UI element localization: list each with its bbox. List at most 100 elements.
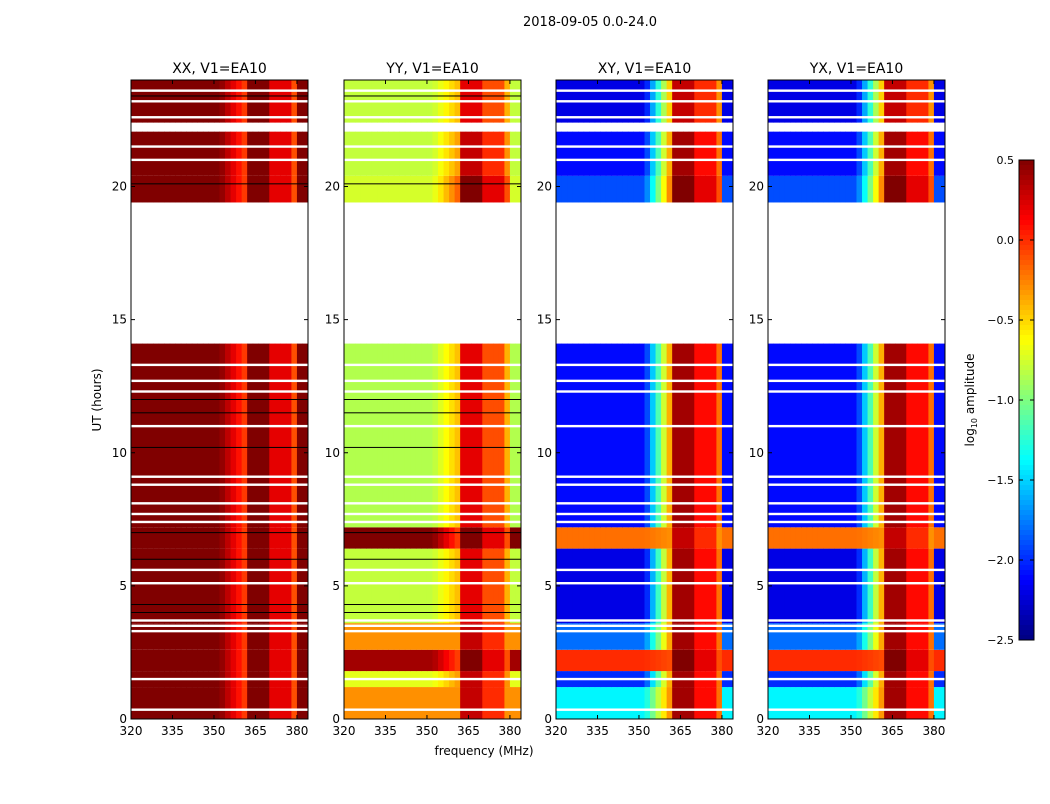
colorbar-swatch [1019, 190, 1034, 196]
heatmap-cell [175, 623, 182, 650]
heatmap-cell [371, 343, 378, 528]
heatmap-cell [241, 131, 248, 176]
heatmap-cell [906, 175, 913, 203]
heatmap-cell [360, 548, 367, 624]
heatmap-cell [454, 687, 461, 719]
heatmap-cell [862, 527, 869, 549]
heatmap-cell [136, 527, 143, 549]
heatmap-cell [694, 131, 701, 176]
colorbar-tick-label: −1.0 [987, 394, 1014, 407]
x-tick-label: 320 [757, 724, 780, 738]
heatmap-cell [296, 623, 303, 650]
heatmap-cell [933, 649, 940, 672]
heatmap-cell [922, 131, 929, 176]
heatmap-cell [622, 131, 629, 176]
heatmap-cell [655, 131, 662, 176]
heatmap-cell [191, 175, 198, 203]
colorbar-swatch [1019, 265, 1034, 271]
heatmap-cell [465, 527, 472, 549]
heatmap-cell [839, 548, 846, 624]
heatmap-cell [164, 548, 171, 624]
heatmap-cell [349, 649, 356, 672]
flagged-line [131, 89, 308, 92]
heatmap-cell [349, 343, 356, 528]
flagged-line [131, 520, 308, 524]
heatmap-cell [147, 548, 154, 624]
heatmap-cell [605, 343, 612, 528]
y-tick-label: 20 [112, 180, 127, 194]
heatmap-cell [382, 343, 389, 528]
heatmap-cell [627, 131, 634, 176]
colorbar-swatch [1019, 550, 1034, 556]
heatmap-cell [790, 527, 797, 549]
heatmap-cell [509, 649, 516, 672]
flagged-line [344, 582, 521, 585]
colorbar-swatch [1019, 360, 1034, 366]
flagged-line [344, 619, 521, 622]
heatmap-cell [721, 623, 728, 650]
heatmap-cell [773, 623, 780, 650]
heatmap-cell [164, 527, 171, 549]
x-tick-label: 365 [457, 724, 480, 738]
heatmap-cell [371, 527, 378, 549]
heatmap-cell [666, 343, 673, 528]
heatmap-cell [393, 343, 400, 528]
colorbar-swatch [1019, 170, 1034, 176]
heatmap-cell [716, 131, 723, 176]
heatmap-cell [415, 343, 422, 528]
heatmap-cell [677, 687, 684, 719]
colorbar-swatch [1019, 445, 1034, 451]
heatmap-cell [213, 548, 220, 624]
heatmap-cell [377, 343, 384, 528]
colorbar-swatch [1019, 630, 1034, 636]
flagged-line [768, 379, 945, 383]
heatmap-cell [147, 623, 154, 650]
heatmap-cell [399, 548, 406, 624]
heatmap-cell [650, 527, 657, 549]
heatmap-cell [677, 527, 684, 549]
heatmap-cell [655, 623, 662, 650]
colorbar-swatch [1019, 305, 1034, 311]
colorbar-swatch [1019, 635, 1034, 641]
heatmap-cell [600, 649, 607, 672]
y-tick-label: 15 [325, 313, 340, 327]
colorbar-label: log10 amplitude [963, 354, 979, 447]
heatmap-cell [258, 649, 265, 672]
heatmap-cell [280, 343, 287, 528]
heatmap-cell [644, 687, 651, 719]
heatmap-cell [928, 527, 935, 549]
heatmap-cell [164, 623, 171, 650]
heatmap-cell [850, 343, 857, 528]
heatmap-cell [131, 175, 138, 203]
heatmap-cell [567, 527, 574, 549]
heatmap-cell [388, 527, 395, 549]
heatmap-cell [191, 548, 198, 624]
heatmap-cell [460, 343, 467, 528]
heatmap-cell [611, 548, 618, 624]
heatmap-cell [845, 527, 852, 549]
flagged-line-black [344, 412, 521, 414]
heatmap-cell [677, 548, 684, 624]
flagged-line [344, 390, 521, 393]
heatmap-cell [867, 623, 874, 650]
heatmap-cell [839, 687, 846, 719]
heatmap-cell [197, 343, 204, 528]
heatmap-cell [699, 343, 706, 528]
heatmap-cell [773, 548, 780, 624]
heatmap-cell [426, 527, 433, 549]
heatmap-cell [404, 527, 411, 549]
heatmap-cell [801, 131, 808, 176]
flagged-line [556, 145, 733, 148]
heatmap-cell [721, 131, 728, 176]
heatmap-cell [884, 131, 891, 176]
heatmap-cell [202, 548, 209, 624]
heatmap-cell [873, 687, 880, 719]
heatmap-cell [443, 548, 450, 624]
heatmap-cell [694, 175, 701, 203]
heatmap-cell [611, 343, 618, 528]
heatmap-cell [694, 687, 701, 719]
y-tick-label: 15 [749, 313, 764, 327]
heatmap-cell [677, 649, 684, 672]
heatmap-cell [616, 649, 623, 672]
heatmap-cell [142, 687, 149, 719]
